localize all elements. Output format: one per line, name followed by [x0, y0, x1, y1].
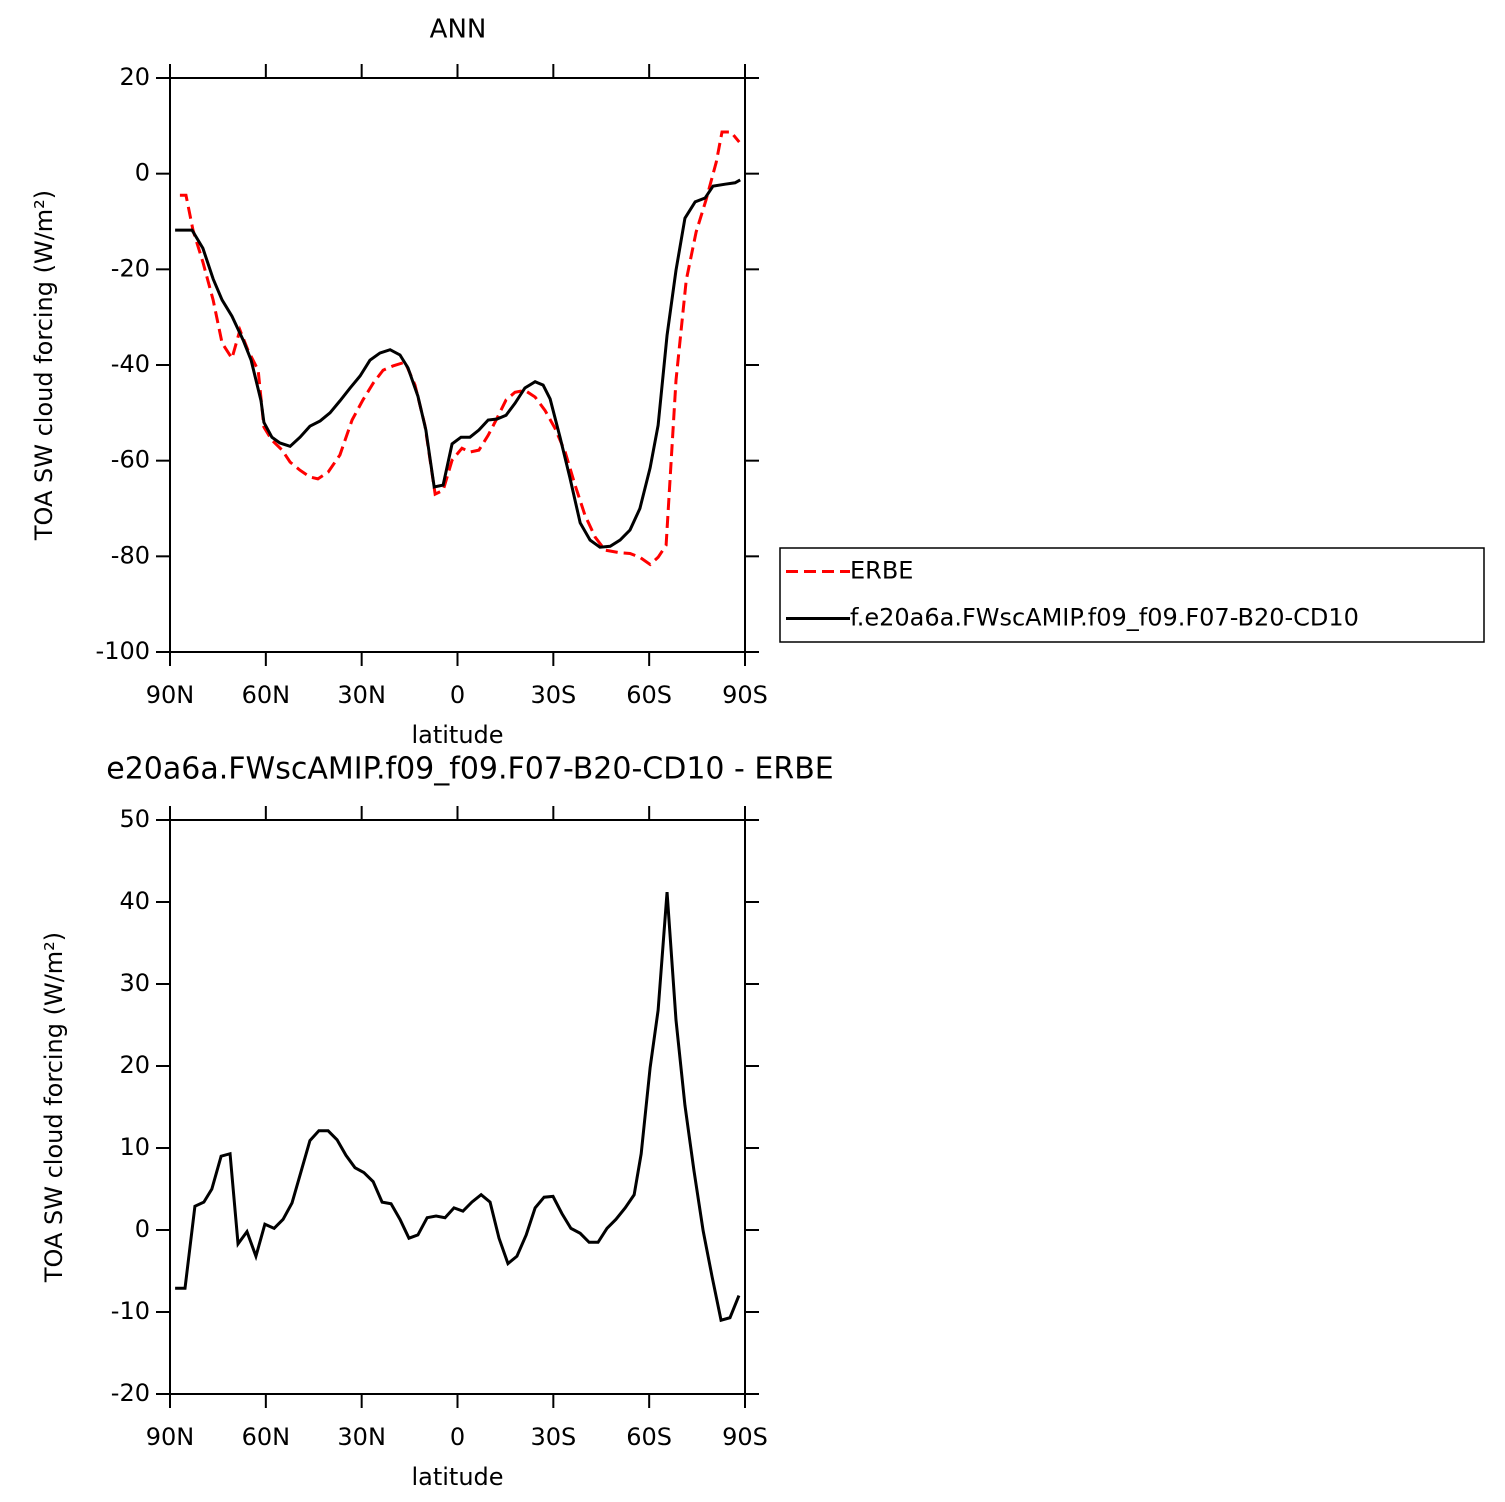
y-tick-label: -80: [111, 541, 150, 569]
y-axis-label: TOA SW cloud forcing (W/m²): [30, 190, 58, 541]
legend-box: [779, 547, 1485, 643]
x-tick-label: 60N: [242, 681, 291, 709]
x-tick-label: 60S: [626, 1423, 672, 1451]
y-tick-label: 10: [119, 1133, 150, 1161]
x-tick-label: 30N: [337, 681, 386, 709]
x-tick-label: 90S: [722, 1423, 768, 1451]
y-tick-label: -20: [111, 1379, 150, 1407]
y-tick-label: 20: [119, 63, 150, 91]
plot-frame: [169, 819, 746, 1395]
y-tick-label: -10: [111, 1297, 150, 1325]
x-tick-label: 90S: [722, 681, 768, 709]
x-tick-label: 30N: [337, 1423, 386, 1451]
legend-label: f.e20a6a.FWscAMIP.f09_f09.F07-B20-CD10: [850, 604, 1359, 632]
series-line: [175, 892, 741, 1323]
y-tick-label: 50: [119, 805, 150, 833]
y-tick-label: -20: [111, 254, 150, 282]
x-tick-label: 60S: [626, 681, 672, 709]
y-tick-label: -40: [111, 350, 150, 378]
series-line: [179, 130, 741, 567]
y-tick-label: 30: [119, 969, 150, 997]
x-axis-label: latitude: [411, 721, 503, 749]
legend-label: ERBE: [850, 557, 913, 585]
y-tick-label: 0: [135, 1215, 150, 1243]
series-line: [175, 178, 741, 549]
x-tick-label: 30S: [530, 1423, 576, 1451]
x-tick-label: 90N: [146, 1423, 195, 1451]
x-tick-label: 30S: [530, 681, 576, 709]
chart-title: ANN: [430, 15, 487, 45]
y-tick-label: 40: [119, 887, 150, 915]
y-tick-label: -100: [96, 637, 150, 665]
chart-title: e20a6a.FWscAMIP.f09_f09.F07-B20-CD10 - E…: [106, 752, 834, 787]
x-tick-label: 60N: [242, 1423, 291, 1451]
y-tick-label: 20: [119, 1051, 150, 1079]
x-tick-label: 90N: [146, 681, 195, 709]
x-tick-label: 0: [450, 1423, 465, 1451]
y-tick-label: -60: [111, 446, 150, 474]
y-axis-label: TOA SW cloud forcing (W/m²): [40, 932, 68, 1283]
x-tick-label: 0: [450, 681, 465, 709]
x-axis-label: latitude: [411, 1463, 503, 1491]
y-tick-label: 0: [135, 159, 150, 187]
